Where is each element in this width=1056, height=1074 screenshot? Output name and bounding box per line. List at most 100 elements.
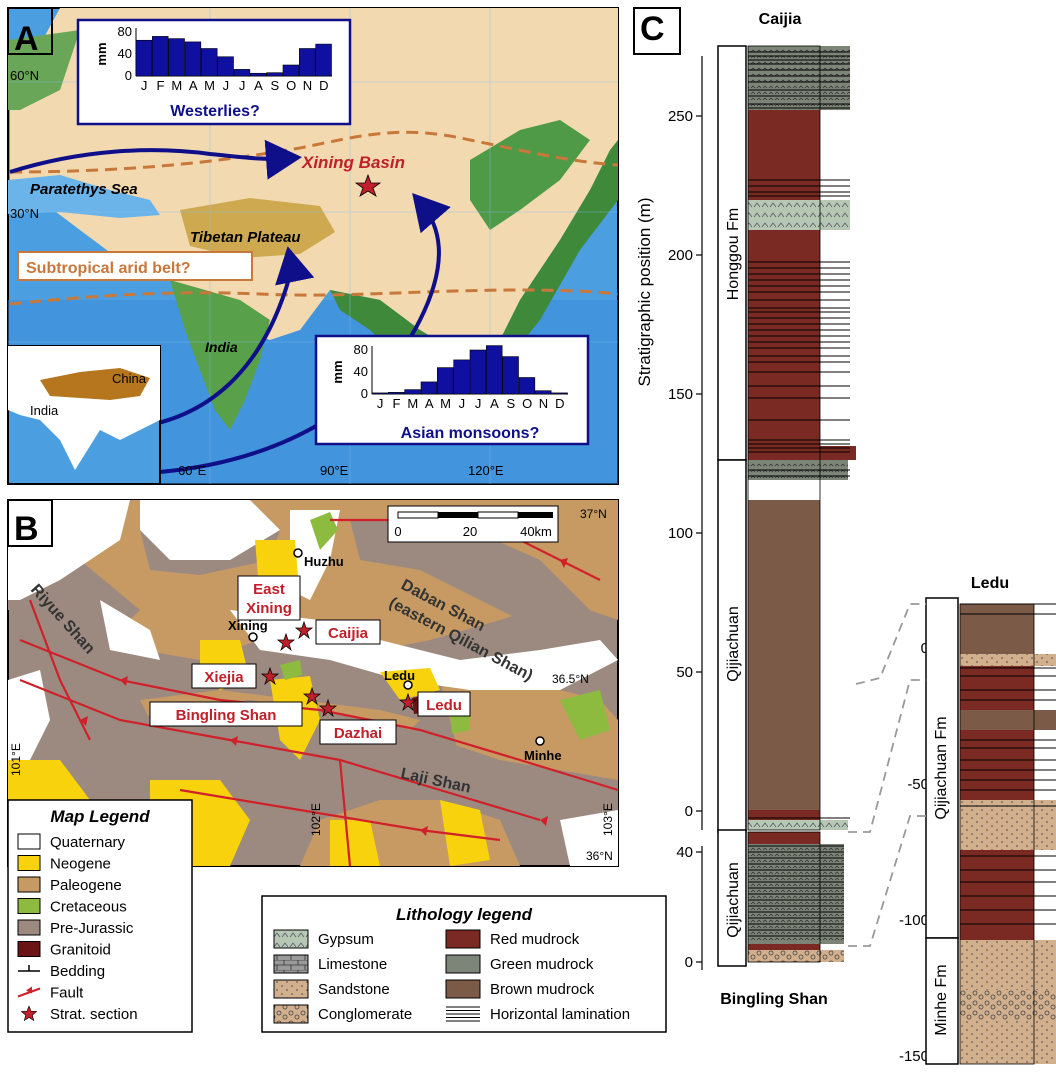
- westerlies-title: Westerlies?: [170, 103, 260, 120]
- caijia-column: [747, 45, 856, 831]
- legend-swatch-3: [17, 898, 41, 914]
- strat-section-star-icon: [20, 1005, 38, 1022]
- caijia-tick-1: 200: [668, 247, 693, 264]
- monsoon-month-3: A: [425, 396, 434, 411]
- legend-swatch-1: [17, 855, 41, 871]
- map-legend-title: Map Legend: [50, 807, 150, 826]
- label-ledu: Ledu: [426, 697, 462, 714]
- legend-swatch-5: [17, 941, 41, 957]
- lithology-legend-title: Lithology legend: [396, 905, 533, 924]
- ledu-tick-2: -100: [899, 912, 929, 929]
- litho-left-item-2: Sandstone: [318, 981, 390, 998]
- monsoon-title: Asian monsoons?: [401, 425, 540, 442]
- legend-swatch-2: [17, 876, 41, 893]
- monsoon-month-6: J: [475, 396, 482, 411]
- lat-30n-label: 30°N: [10, 206, 39, 221]
- litho-right-item-3: Horizontal lamination: [490, 1006, 630, 1023]
- paratethys-label: Paratethys Sea: [30, 181, 138, 198]
- label-xining: Xining: [246, 600, 292, 617]
- correlation-lines: [848, 603, 926, 947]
- bingling-title: Bingling Shan: [720, 991, 828, 1008]
- bingling-tick-1: 0: [685, 954, 693, 971]
- westerlies-bar-9: [282, 64, 300, 77]
- lon-103e-label: 103°E: [601, 803, 615, 836]
- bingling-tick-0: 40: [676, 844, 693, 861]
- ledu-minhe-fm-label: Minhe Fm: [933, 964, 950, 1035]
- map-legend-item-7: Fault: [50, 985, 84, 1002]
- caijia-tick-4: 50: [676, 664, 693, 681]
- caijia-tick-5: 0: [685, 803, 693, 820]
- litho-right-item-2: Brown mudrock: [490, 981, 595, 998]
- arid-belt-label: Subtropical arid belt?: [26, 260, 190, 277]
- caijia-star-icon: [294, 620, 314, 640]
- monsoon-ytick-1: 40: [354, 364, 368, 379]
- caijia-title: Caijia: [759, 11, 802, 28]
- westerlies-month-9: O: [286, 78, 296, 93]
- fault-icon: [17, 987, 41, 998]
- westerlies-ytick-0: 80: [118, 24, 132, 39]
- caijia-tick-3: 100: [668, 525, 693, 542]
- monsoon-month-8: S: [506, 396, 515, 411]
- lon-101e-label: 101°E: [9, 743, 23, 776]
- litho-left-item-1: Limestone: [318, 956, 387, 973]
- scale-tick-20: 20: [463, 524, 477, 539]
- westerlies-month-6: J: [239, 78, 246, 93]
- panel-a-label: A: [14, 20, 39, 58]
- caijia-tick-0: 250: [668, 108, 693, 125]
- monsoon-bar-0: [371, 392, 389, 395]
- monsoon-month-5: J: [459, 396, 466, 411]
- westerlies-month-8: S: [270, 78, 279, 93]
- bingling-column: [747, 831, 844, 963]
- inset-india-label: India: [30, 403, 59, 418]
- lat-37n-label: 37°N: [580, 507, 607, 521]
- ledu-title: Ledu: [971, 575, 1009, 592]
- ledu-tick-3: -150: [899, 1048, 929, 1065]
- westerlies-month-3: A: [189, 78, 198, 93]
- dazhai-star-icon: [318, 698, 338, 718]
- westerlies-month-7: A: [254, 78, 263, 93]
- monsoon-ylabel: mm: [330, 360, 345, 383]
- monsoon-bar-5: [453, 359, 470, 395]
- westerlies-bar-3: [184, 41, 202, 77]
- town-ledu: Ledu: [384, 668, 415, 683]
- label-east: East: [253, 581, 285, 598]
- westerlies-month-5: J: [223, 78, 230, 93]
- lat-365n-label: 36.5°N: [552, 672, 589, 686]
- westerlies-ytick-1: 40: [118, 46, 132, 61]
- monsoon-bar-1: [388, 392, 405, 395]
- arid-belt-box: [17, 251, 253, 281]
- litho-swatch-left-0: [273, 929, 309, 949]
- monsoon-month-2: M: [407, 396, 418, 411]
- litho-swatch-right-1: [445, 954, 481, 974]
- westerlies-bar-7: [250, 72, 267, 77]
- monsoon-bar-9: [518, 377, 536, 395]
- lat-60n-label: 60°N: [10, 68, 39, 83]
- scale-bar: 0 20 40km: [387, 505, 559, 543]
- label-dazhai: Dazhai: [334, 725, 382, 742]
- litho-swatch-right-0: [445, 929, 481, 949]
- westerlies-bar-8: [266, 72, 283, 77]
- litho-left-item-0: Gypsum: [318, 931, 374, 948]
- map-legend-item-2: Paleogene: [50, 877, 122, 894]
- westerlies-bar-0: [135, 39, 153, 77]
- map-legend: Map Legend Quaternary Neogene Paleogene Cre…: [7, 799, 193, 1033]
- panel-c-label: C: [640, 10, 665, 48]
- map-legend-item-1: Neogene: [50, 856, 111, 873]
- monsoon-month-1: F: [393, 396, 401, 411]
- westerlies-bar-4: [201, 48, 218, 77]
- litho-swatch-left-1: [273, 954, 309, 974]
- westerlies-bar-2: [168, 38, 185, 77]
- town-huzhu: Huzhu: [304, 554, 344, 569]
- litho-swatch-right-2: [445, 979, 481, 999]
- monsoon-bar-6: [469, 349, 487, 395]
- monsoon-bar-2: [404, 389, 421, 395]
- map-legend-item-8: Strat. section: [50, 1006, 138, 1023]
- ledu-qijiachuan-fm-label: Qijiachuan Fm: [933, 716, 950, 819]
- monsoon-ytick-2: 0: [361, 386, 368, 401]
- westerlies-bar-5: [217, 56, 234, 77]
- westerlies-month-0: J: [141, 78, 148, 93]
- ledu-column: [959, 603, 1056, 1065]
